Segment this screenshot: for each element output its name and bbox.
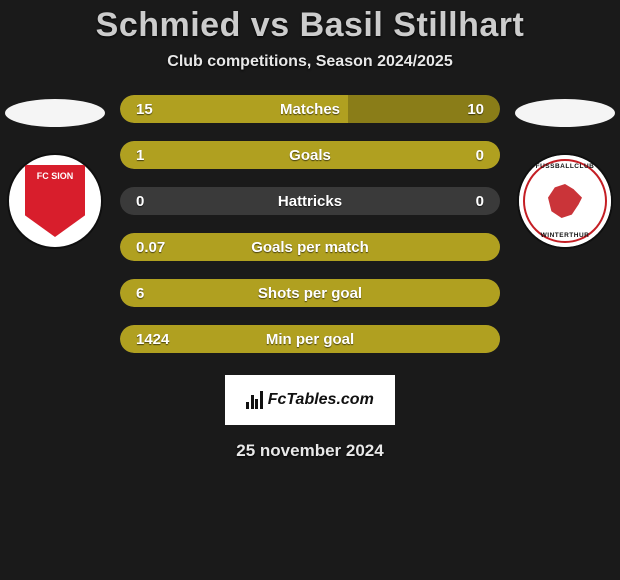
left-club-logo: FC SION [9, 155, 101, 247]
stat-row: 0.07Goals per match [120, 233, 500, 261]
winterthur-logo-icon: FUSSBALLCLUB WINTERTHUR [519, 155, 611, 247]
stat-label: Goals per match [120, 239, 500, 256]
lion-icon [548, 184, 582, 218]
comparison-card: Schmied vs Basil Stillhart Club competit… [0, 0, 620, 580]
right-player-column: FUSSBALLCLUB WINTERTHUR [510, 95, 620, 247]
stat-right-value: 0 [476, 147, 484, 164]
stat-row: 15Matches10 [120, 95, 500, 123]
stat-row: 1Goals0 [120, 141, 500, 169]
stat-row: 6Shots per goal [120, 279, 500, 307]
stats-list: 15Matches101Goals00Hattricks00.07Goals p… [120, 95, 500, 353]
winterthur-arc-top: FUSSBALLCLUB [519, 163, 611, 170]
footer-date: 25 november 2024 [0, 441, 620, 461]
stat-label: Min per goal [120, 331, 500, 348]
stat-label: Matches [120, 101, 500, 118]
bar-chart-icon [246, 391, 263, 409]
page-subtitle: Club competitions, Season 2024/2025 [0, 53, 620, 71]
stat-label: Shots per goal [120, 285, 500, 302]
stat-right-value: 10 [467, 101, 484, 118]
stat-row: 1424Min per goal [120, 325, 500, 353]
content-area: FC SION FUSSBALLCLUB WINTERTHUR 15Matche… [0, 95, 620, 353]
right-club-logo: FUSSBALLCLUB WINTERTHUR [519, 155, 611, 247]
winterthur-arc-bottom: WINTERTHUR [519, 232, 611, 239]
stat-row: 0Hattricks0 [120, 187, 500, 215]
right-player-silhouette [515, 99, 615, 127]
left-player-column: FC SION [0, 95, 110, 247]
left-player-silhouette [5, 99, 105, 127]
stat-label: Hattricks [120, 193, 500, 210]
stat-label: Goals [120, 147, 500, 164]
stat-right-value: 0 [476, 193, 484, 210]
fc-sion-shield-icon: FC SION [25, 165, 85, 237]
page-title: Schmied vs Basil Stillhart [0, 0, 620, 45]
fctables-brand-box: FcTables.com [225, 375, 395, 425]
fc-sion-logo-text: FC SION [25, 171, 85, 181]
brand-text: FcTables.com [268, 391, 374, 409]
